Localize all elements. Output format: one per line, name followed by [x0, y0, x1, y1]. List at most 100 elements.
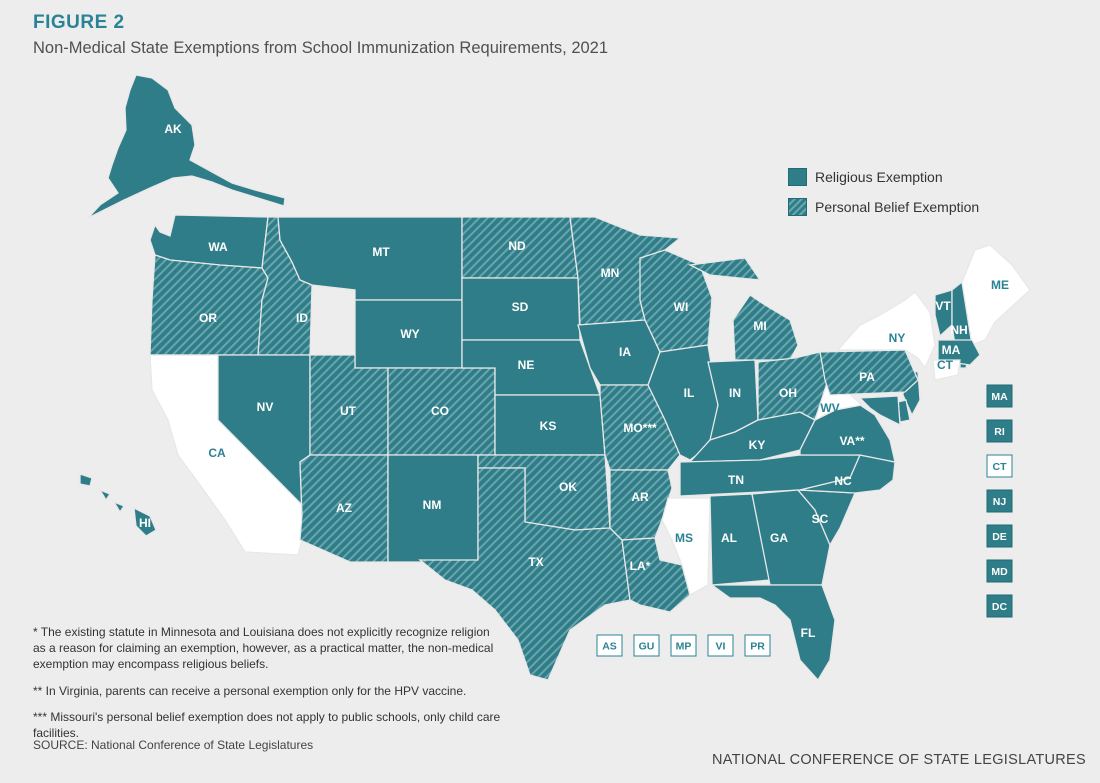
small-state-md: MD [986, 559, 1013, 583]
small-state-nj: NJ [986, 489, 1013, 513]
state-label-ca: CA [208, 446, 226, 460]
state-label-ct: CT [937, 358, 954, 372]
state-label-ms: MS [675, 531, 693, 545]
state-wv [813, 379, 864, 422]
territory-pr: PR [744, 634, 771, 657]
state-or [149, 254, 269, 356]
state-label-sd: SD [512, 300, 529, 314]
state-label-wa: WA [208, 240, 228, 254]
legend-religious: Religious Exemption [788, 168, 943, 186]
legend-swatch-personal-belief [788, 198, 807, 216]
legend-label-religious: Religious Exemption [815, 169, 943, 185]
state-label-ks: KS [540, 419, 557, 433]
state-label-mo: MO*** [623, 421, 657, 435]
footnote-3: *** Missouri's personal belief exemption… [33, 710, 501, 740]
state-label-or: OR [199, 311, 217, 325]
state-label-ak: AK [164, 122, 182, 136]
state-label-ga: GA [770, 531, 788, 545]
state-label-al: AL [721, 531, 737, 545]
state-label-wv: WV [820, 401, 839, 415]
state-label-ky: KY [749, 438, 766, 452]
territory-vi: VI [707, 634, 734, 657]
state-fl [709, 584, 836, 682]
small-state-label-ri: RI [994, 426, 1005, 438]
territory-box-pr [744, 634, 771, 657]
figure-label: FIGURE 2 [33, 12, 125, 33]
state-label-ok: OK [559, 480, 577, 494]
small-state-label-md: MD [991, 566, 1008, 578]
small-state-label-nj: NJ [993, 496, 1007, 508]
state-label-nd: ND [508, 239, 526, 253]
state-label-tx: TX [528, 555, 543, 569]
state-label-il: IL [684, 386, 695, 400]
state-label-nh: NH [950, 323, 967, 337]
state-label-oh: OH [779, 386, 797, 400]
legend-label-personal-belief: Personal Belief Exemption [815, 199, 980, 215]
state-label-ny: NY [889, 331, 906, 345]
territory-label-vi: VI [716, 641, 726, 653]
territory-box-mp [670, 634, 697, 657]
small-state-ri: RI [986, 419, 1013, 443]
state-label-nc: NC [834, 474, 852, 488]
state-label-hi: HI [139, 516, 151, 530]
small-state-label-ct: CT [993, 461, 1008, 473]
state-label-ar: AR [631, 490, 649, 504]
state-nc [799, 454, 896, 494]
territory-box-as [596, 634, 623, 657]
small-state-de: DE [986, 524, 1013, 548]
figure-title: Non-Medical State Exemptions from School… [33, 39, 609, 57]
state-ct [932, 359, 961, 381]
small-state-box-nj [986, 489, 1013, 513]
state-label-vt: VT [935, 299, 951, 313]
small-state-box-ri [986, 419, 1013, 443]
state-ny [836, 291, 936, 370]
state-ms [661, 497, 711, 596]
state-hi [79, 473, 157, 537]
state-label-ia: IA [619, 345, 631, 359]
small-state-box-de [986, 524, 1013, 548]
small-state-label-dc: DC [992, 601, 1008, 613]
territory-gu: GU [633, 634, 660, 657]
state-label-ne: NE [518, 358, 535, 372]
state-label-la: LA* [630, 559, 651, 573]
state-label-pa: PA [859, 370, 875, 384]
legend-swatch-religious [788, 168, 807, 186]
small-state-ct: CT [986, 454, 1013, 478]
small-state-box-ct [986, 454, 1013, 478]
state-label-nv: NV [257, 400, 274, 414]
state-label-fl: FL [801, 626, 816, 640]
small-state-box-md [986, 559, 1013, 583]
state-label-co: CO [431, 404, 449, 418]
footnote-1: * The existing statute in Minnesota and … [33, 625, 494, 671]
small-state-box-dc [986, 594, 1013, 618]
territory-label-as: AS [602, 641, 617, 653]
state-mi [687, 257, 799, 361]
state-label-me: ME [991, 278, 1009, 292]
legend-personal-belief: Personal Belief Exemption [788, 198, 979, 216]
state-label-mi: MI [753, 319, 766, 333]
organization-credit: NATIONAL CONFERENCE OF STATE LEGISLATURE… [711, 752, 1086, 768]
state-label-mt: MT [372, 245, 390, 259]
small-state-dc: DC [986, 594, 1013, 618]
state-label-ut: UT [340, 404, 357, 418]
state-label-ma: MA [942, 343, 961, 357]
source-note: SOURCE: National Conference of State Leg… [33, 738, 314, 752]
small-state-box-ma [986, 384, 1013, 408]
territory-label-mp: MP [676, 641, 692, 653]
small-state-ma: MA [986, 384, 1013, 408]
footnote-2: ** In Virginia, parents can receive a pe… [33, 684, 467, 698]
state-tx [418, 467, 631, 681]
state-ak [87, 74, 286, 219]
state-label-mn: MN [601, 266, 620, 280]
state-md [858, 395, 901, 427]
small-state-label-de: DE [992, 531, 1007, 543]
state-label-wy: WY [400, 327, 419, 341]
state-label-wi: WI [674, 300, 689, 314]
state-label-nm: NM [423, 498, 442, 512]
small-state-label-ma: MA [991, 391, 1008, 403]
state-label-va: VA** [839, 434, 864, 448]
state-ar [609, 469, 673, 541]
territory-box-gu [633, 634, 660, 657]
state-me [961, 244, 1031, 346]
